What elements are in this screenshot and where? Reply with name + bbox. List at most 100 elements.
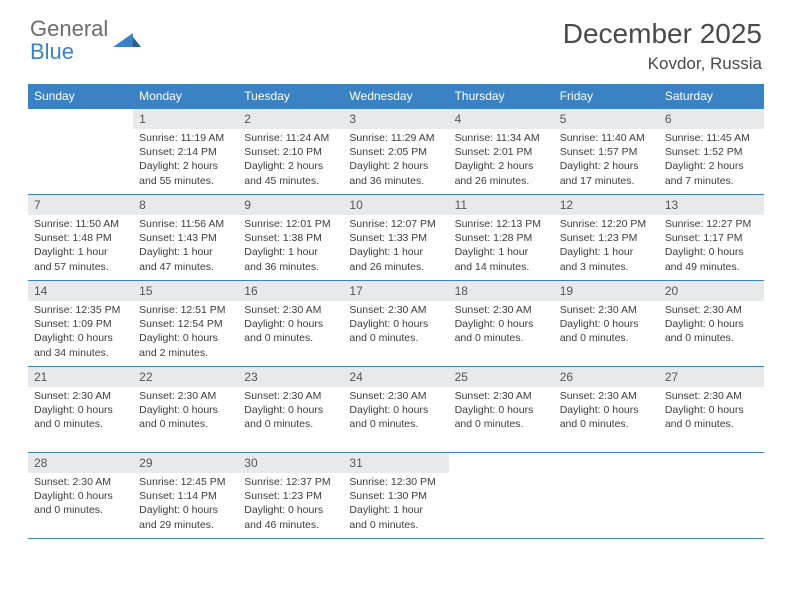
day-line: Daylight: 1 hour and 57 minutes. xyxy=(34,245,127,273)
day-line: Sunset: 1:23 PM xyxy=(244,489,337,503)
calendar-cell: 30Sunrise: 12:37 PMSunset: 1:23 PMDaylig… xyxy=(238,453,343,539)
day-number: 30 xyxy=(238,453,343,473)
day-number: 27 xyxy=(659,367,764,387)
day-content: Sunset: 2:30 AMDaylight: 0 hours and 0 m… xyxy=(28,387,133,436)
day-line: Sunrise: 12:20 PM xyxy=(560,217,653,231)
weekday-header: Saturday xyxy=(659,84,764,109)
calendar-cell xyxy=(28,109,133,195)
weekday-header: Tuesday xyxy=(238,84,343,109)
day-line: Daylight: 0 hours and 0 minutes. xyxy=(560,403,653,431)
day-line: Sunset: 1:30 PM xyxy=(349,489,442,503)
day-content: Sunrise: 11:45 AMSunset: 1:52 PMDaylight… xyxy=(659,129,764,192)
day-content: Sunrise: 12:01 PMSunset: 1:38 PMDaylight… xyxy=(238,215,343,278)
calendar-row: 21Sunset: 2:30 AMDaylight: 0 hours and 0… xyxy=(28,367,764,453)
page-header: General Blue December 2025 Kovdor, Russi… xyxy=(0,0,792,74)
weekday-header: Sunday xyxy=(28,84,133,109)
day-line: Sunset: 1:38 PM xyxy=(244,231,337,245)
day-line: Sunset: 1:23 PM xyxy=(560,231,653,245)
weekday-header: Monday xyxy=(133,84,238,109)
day-number: 1 xyxy=(133,109,238,129)
day-line: Sunrise: 12:01 PM xyxy=(244,217,337,231)
day-content: Sunset: 2:30 AMDaylight: 0 hours and 0 m… xyxy=(554,301,659,350)
day-line: Sunset: 2:30 AM xyxy=(560,389,653,403)
day-number: 12 xyxy=(554,195,659,215)
day-content: Sunrise: 12:51 PMSunset: 12:54 PMDayligh… xyxy=(133,301,238,364)
calendar-head: Sunday Monday Tuesday Wednesday Thursday… xyxy=(28,84,764,109)
weekday-header: Wednesday xyxy=(343,84,448,109)
day-line: Sunset: 1:33 PM xyxy=(349,231,442,245)
day-line: Daylight: 0 hours and 0 minutes. xyxy=(244,403,337,431)
calendar-cell: 3Sunrise: 11:29 AMSunset: 2:05 PMDayligh… xyxy=(343,109,448,195)
day-content: Sunrise: 12:20 PMSunset: 1:23 PMDaylight… xyxy=(554,215,659,278)
day-line: Daylight: 2 hours and 26 minutes. xyxy=(455,159,548,187)
calendar-cell: 31Sunrise: 12:30 PMSunset: 1:30 PMDaylig… xyxy=(343,453,448,539)
day-number: 16 xyxy=(238,281,343,301)
calendar-cell: 11Sunrise: 12:13 PMSunset: 1:28 PMDaylig… xyxy=(449,195,554,281)
day-line: Sunrise: 12:45 PM xyxy=(139,475,232,489)
calendar-cell: 23Sunset: 2:30 AMDaylight: 0 hours and 0… xyxy=(238,367,343,453)
calendar-row: 28Sunset: 2:30 AMDaylight: 0 hours and 0… xyxy=(28,453,764,539)
day-line: Sunrise: 12:30 PM xyxy=(349,475,442,489)
day-number: 4 xyxy=(449,109,554,129)
day-line: Sunset: 1:43 PM xyxy=(139,231,232,245)
day-line: Daylight: 1 hour and 47 minutes. xyxy=(139,245,232,273)
day-line: Daylight: 0 hours and 0 minutes. xyxy=(665,317,758,345)
day-line: Sunrise: 12:27 PM xyxy=(665,217,758,231)
day-line: Sunrise: 12:13 PM xyxy=(455,217,548,231)
day-content xyxy=(449,459,554,465)
day-line: Daylight: 0 hours and 49 minutes. xyxy=(665,245,758,273)
day-line: Sunset: 2:30 AM xyxy=(244,303,337,317)
day-line: Sunset: 1:14 PM xyxy=(139,489,232,503)
day-number: 13 xyxy=(659,195,764,215)
day-number: 8 xyxy=(133,195,238,215)
day-line: Daylight: 0 hours and 0 minutes. xyxy=(665,403,758,431)
brand-logo: General Blue xyxy=(30,18,141,64)
day-line: Sunset: 2:01 PM xyxy=(455,145,548,159)
day-line: Daylight: 0 hours and 0 minutes. xyxy=(349,403,442,431)
day-line: Sunset: 2:30 AM xyxy=(349,303,442,317)
day-number: 24 xyxy=(343,367,448,387)
day-line: Sunset: 2:14 PM xyxy=(139,145,232,159)
day-line: Sunset: 1:52 PM xyxy=(665,145,758,159)
day-line: Daylight: 1 hour and 36 minutes. xyxy=(244,245,337,273)
day-line: Daylight: 2 hours and 36 minutes. xyxy=(349,159,442,187)
day-content: Sunset: 2:30 AMDaylight: 0 hours and 0 m… xyxy=(343,387,448,436)
calendar-cell: 2Sunrise: 11:24 AMSunset: 2:10 PMDayligh… xyxy=(238,109,343,195)
day-number: 31 xyxy=(343,453,448,473)
day-line: Sunset: 2:30 AM xyxy=(455,389,548,403)
day-number: 28 xyxy=(28,453,133,473)
brand-triangle-icon xyxy=(113,29,141,54)
day-content: Sunset: 2:30 AMDaylight: 0 hours and 0 m… xyxy=(659,387,764,436)
day-line: Sunrise: 11:50 AM xyxy=(34,217,127,231)
day-line: Sunset: 2:30 AM xyxy=(560,303,653,317)
calendar-cell: 21Sunset: 2:30 AMDaylight: 0 hours and 0… xyxy=(28,367,133,453)
day-content: Sunset: 2:30 AMDaylight: 0 hours and 0 m… xyxy=(343,301,448,350)
day-content: Sunrise: 11:50 AMSunset: 1:48 PMDaylight… xyxy=(28,215,133,278)
day-line: Sunset: 1:28 PM xyxy=(455,231,548,245)
calendar-cell: 25Sunset: 2:30 AMDaylight: 0 hours and 0… xyxy=(449,367,554,453)
calendar-cell xyxy=(449,453,554,539)
day-content: Sunset: 2:30 AMDaylight: 0 hours and 0 m… xyxy=(554,387,659,436)
calendar-table: Sunday Monday Tuesday Wednesday Thursday… xyxy=(28,84,764,539)
calendar-cell: 10Sunrise: 12:07 PMSunset: 1:33 PMDaylig… xyxy=(343,195,448,281)
day-number: 17 xyxy=(343,281,448,301)
day-number: 26 xyxy=(554,367,659,387)
day-content: Sunrise: 11:40 AMSunset: 1:57 PMDaylight… xyxy=(554,129,659,192)
calendar-row: 7Sunrise: 11:50 AMSunset: 1:48 PMDayligh… xyxy=(28,195,764,281)
day-line: Daylight: 0 hours and 0 minutes. xyxy=(34,489,127,517)
calendar-body: 1Sunrise: 11:19 AMSunset: 2:14 PMDayligh… xyxy=(28,109,764,539)
calendar-cell: 17Sunset: 2:30 AMDaylight: 0 hours and 0… xyxy=(343,281,448,367)
day-line: Sunrise: 12:51 PM xyxy=(139,303,232,317)
day-line: Sunset: 2:30 AM xyxy=(455,303,548,317)
day-content: Sunrise: 12:27 PMSunset: 1:17 PMDaylight… xyxy=(659,215,764,278)
day-content xyxy=(554,459,659,465)
calendar-cell: 16Sunset: 2:30 AMDaylight: 0 hours and 0… xyxy=(238,281,343,367)
day-content: Sunset: 2:30 AMDaylight: 0 hours and 0 m… xyxy=(449,387,554,436)
day-line: Sunrise: 12:37 PM xyxy=(244,475,337,489)
day-line: Sunset: 2:10 PM xyxy=(244,145,337,159)
calendar-cell: 8Sunrise: 11:56 AMSunset: 1:43 PMDayligh… xyxy=(133,195,238,281)
calendar-cell: 20Sunset: 2:30 AMDaylight: 0 hours and 0… xyxy=(659,281,764,367)
day-content: Sunrise: 12:13 PMSunset: 1:28 PMDaylight… xyxy=(449,215,554,278)
calendar-cell: 27Sunset: 2:30 AMDaylight: 0 hours and 0… xyxy=(659,367,764,453)
day-content: Sunrise: 12:07 PMSunset: 1:33 PMDaylight… xyxy=(343,215,448,278)
